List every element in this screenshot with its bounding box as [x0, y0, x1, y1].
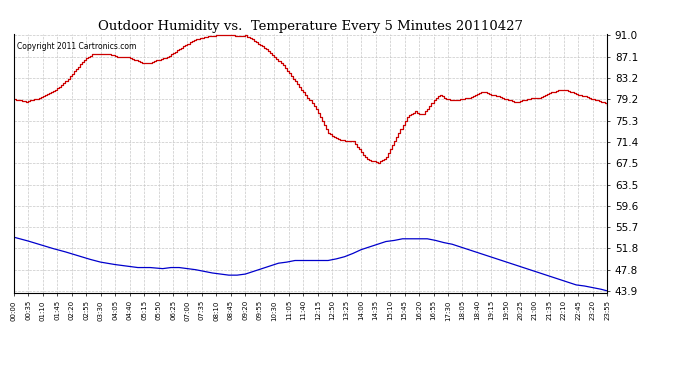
Title: Outdoor Humidity vs.  Temperature Every 5 Minutes 20110427: Outdoor Humidity vs. Temperature Every 5… — [98, 20, 523, 33]
Text: Copyright 2011 Cartronics.com: Copyright 2011 Cartronics.com — [17, 42, 136, 51]
